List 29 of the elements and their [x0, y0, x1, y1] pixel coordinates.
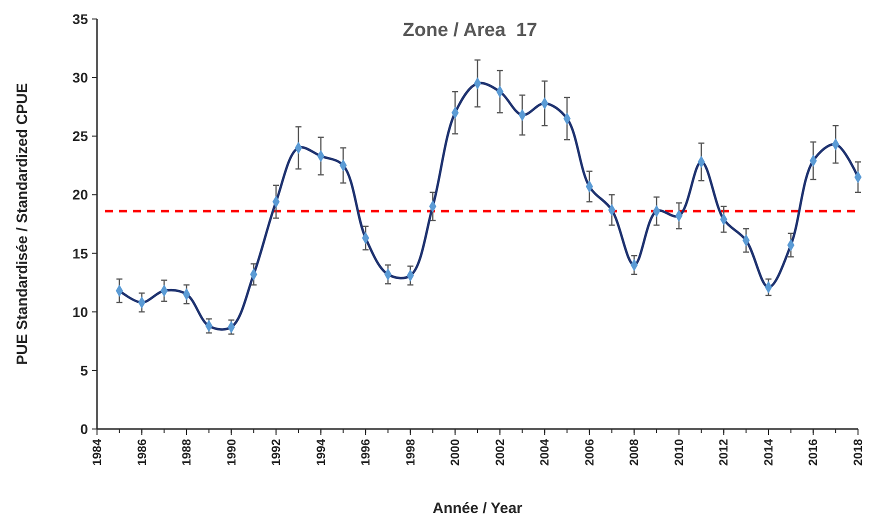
x-tick-label: 1996 — [358, 438, 373, 466]
y-tick-label: 30 — [72, 70, 88, 86]
y-tick-label: 35 — [72, 11, 88, 27]
x-tick-label: 2004 — [538, 438, 552, 466]
x-tick-label: 1988 — [180, 438, 194, 466]
y-tick-label: 10 — [72, 304, 88, 320]
chart-title: Zone / Area 17 — [402, 20, 538, 41]
x-tick-label: 2006 — [582, 438, 596, 466]
x-tick-label: 1994 — [314, 438, 328, 466]
y-axis-title: PUE Standardisée / Standardized CPUE — [14, 83, 31, 365]
x-tick-label: 1984 — [90, 438, 104, 466]
x-tick-label: 1986 — [134, 438, 149, 466]
x-tick-label: 2002 — [492, 438, 507, 466]
x-tick-label: 1990 — [224, 438, 238, 466]
y-tick-label: 5 — [80, 362, 88, 378]
x-tick-label: 1998 — [403, 438, 418, 466]
x-tick-label: 2014 — [761, 438, 776, 466]
x-tick-label: 2008 — [627, 438, 642, 466]
x-tick-label: 2012 — [716, 438, 731, 466]
y-tick-label: 20 — [72, 186, 88, 203]
x-tick-label: 2016 — [806, 438, 820, 466]
y-tick-label: 25 — [72, 128, 88, 144]
x-tick-label: 2010 — [672, 438, 686, 466]
x-axis-title: Année / Year — [432, 500, 523, 517]
x-tick-label: 2018 — [851, 438, 865, 466]
y-tick-label: 0 — [80, 421, 88, 437]
x-tick-label: 2000 — [448, 438, 462, 466]
x-tick-label: 1992 — [269, 438, 284, 466]
y-tick-label: 15 — [72, 245, 88, 262]
